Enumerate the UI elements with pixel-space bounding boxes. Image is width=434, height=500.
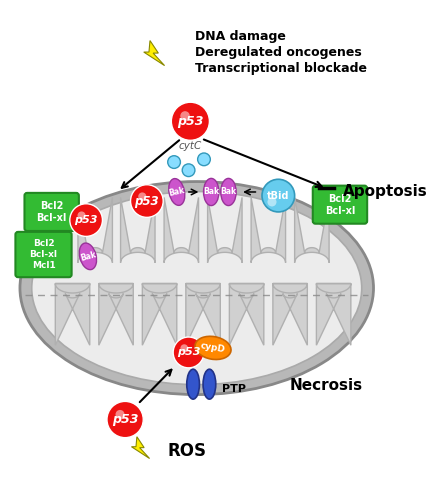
Text: Bak: Bak — [79, 250, 97, 263]
Ellipse shape — [203, 369, 216, 399]
Circle shape — [131, 184, 163, 218]
Ellipse shape — [79, 243, 97, 270]
Text: Bak: Bak — [220, 188, 237, 196]
Polygon shape — [164, 198, 198, 262]
Text: cypD: cypD — [200, 342, 226, 354]
Text: DNA damage: DNA damage — [195, 30, 286, 43]
Text: p53: p53 — [177, 348, 201, 358]
Ellipse shape — [204, 178, 219, 206]
Text: cytC: cytC — [179, 140, 202, 150]
Text: Deregulated oncogenes: Deregulated oncogenes — [195, 46, 362, 59]
Polygon shape — [186, 284, 220, 345]
Text: Transcriptional blockade: Transcriptional blockade — [195, 62, 367, 75]
Text: Necrosis: Necrosis — [290, 378, 363, 394]
Circle shape — [180, 111, 190, 120]
Polygon shape — [207, 198, 242, 262]
Circle shape — [138, 192, 146, 200]
Ellipse shape — [20, 182, 374, 394]
Text: tBid: tBid — [267, 190, 289, 200]
Circle shape — [115, 410, 125, 419]
Text: p53: p53 — [177, 115, 204, 128]
Circle shape — [181, 344, 188, 352]
FancyBboxPatch shape — [24, 193, 79, 231]
Ellipse shape — [187, 369, 200, 399]
Text: Bcl2
Bcl-xl
Mcl1: Bcl2 Bcl-xl Mcl1 — [30, 240, 58, 270]
Circle shape — [107, 402, 143, 438]
Circle shape — [171, 102, 210, 141]
Text: Bcl2
Bcl-xl: Bcl2 Bcl-xl — [325, 194, 355, 216]
Text: p53: p53 — [135, 194, 159, 207]
Text: p53: p53 — [74, 215, 98, 225]
Text: p53: p53 — [112, 413, 138, 426]
Ellipse shape — [169, 178, 185, 206]
Circle shape — [168, 156, 181, 168]
Circle shape — [173, 337, 204, 368]
Text: Bcl2
Bcl-xl: Bcl2 Bcl-xl — [36, 201, 67, 223]
Circle shape — [78, 212, 85, 220]
FancyBboxPatch shape — [313, 186, 367, 224]
Circle shape — [197, 153, 210, 166]
Polygon shape — [142, 284, 177, 345]
Circle shape — [70, 204, 102, 236]
Ellipse shape — [32, 192, 362, 384]
Circle shape — [262, 180, 295, 212]
Text: Apoptosis: Apoptosis — [343, 184, 427, 198]
Ellipse shape — [195, 336, 231, 359]
Polygon shape — [78, 198, 112, 262]
Polygon shape — [251, 198, 286, 262]
Polygon shape — [55, 284, 90, 345]
Circle shape — [182, 164, 195, 176]
Text: Bak: Bak — [168, 186, 186, 198]
Text: PTP: PTP — [222, 384, 246, 394]
Text: Bak: Bak — [203, 188, 219, 196]
Polygon shape — [121, 198, 155, 262]
Polygon shape — [99, 284, 133, 345]
Polygon shape — [273, 284, 307, 345]
Text: ROS: ROS — [168, 442, 207, 460]
Circle shape — [267, 198, 276, 206]
Polygon shape — [132, 437, 150, 458]
Polygon shape — [144, 40, 164, 66]
Polygon shape — [295, 198, 329, 262]
Polygon shape — [316, 284, 351, 345]
Ellipse shape — [221, 178, 236, 206]
FancyBboxPatch shape — [16, 232, 72, 277]
Polygon shape — [229, 284, 264, 345]
